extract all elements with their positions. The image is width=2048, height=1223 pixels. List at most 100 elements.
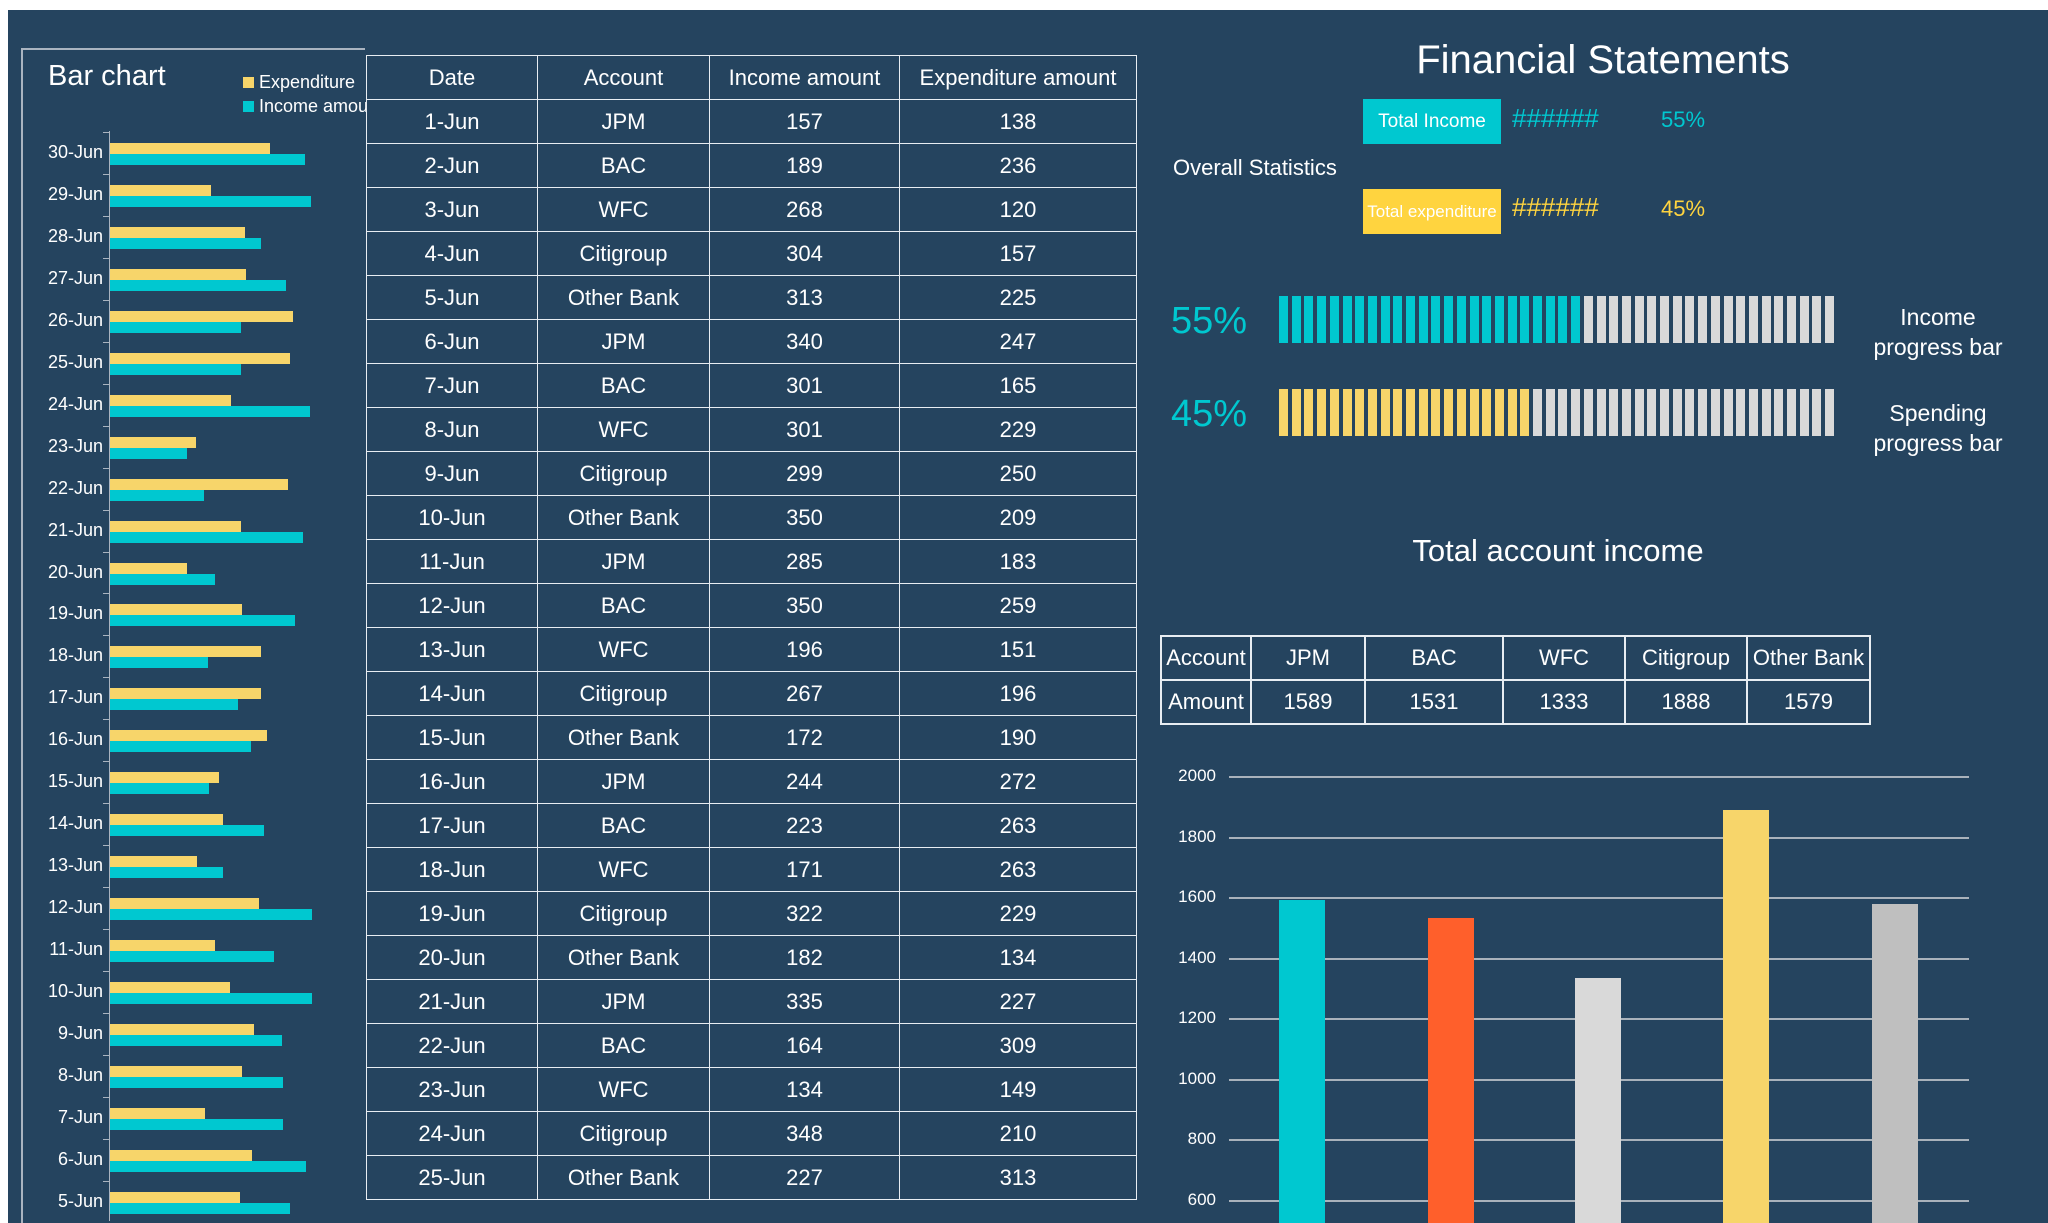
progress-segment [1406,389,1415,436]
col-income: Income amount [709,55,900,100]
progress-segment [1406,296,1415,343]
date-cell: 18-Jun [366,847,538,892]
progress-segment [1444,389,1454,436]
y-tick-label: 18-Jun [47,645,103,666]
bar-expenditure [110,478,288,490]
table-row: 21-Jun JPM 335 227 [366,979,1137,1024]
bar-income [110,783,210,795]
progress-segment [1431,389,1441,436]
progress-segment [1418,389,1428,436]
progress-segment [1469,389,1479,436]
y-axis-line [109,131,110,1221]
progress-segment [1761,296,1771,343]
bar-expenditure [110,352,291,364]
row-label: Account [1160,635,1252,681]
income-cell: 304 [709,231,900,276]
y-tick-label: 9-Jun [57,1022,103,1043]
account-cell: Other Bank [537,275,710,320]
progress-segment [1736,296,1746,343]
bar-income [110,1202,291,1214]
income-cell: 189 [709,143,900,188]
income-progress-pct: 55% [1171,300,1248,342]
y-tick-label: 30-Jun [47,142,103,162]
table-row: 23-Jun WFC 134 149 [366,1067,1137,1112]
y-tick-label: 19-Jun [47,603,103,624]
expenditure-cell: 263 [899,803,1137,848]
table-row: 13-Jun WFC 196 151 [366,627,1137,672]
progress-segment [1329,389,1339,436]
date-cell: 24-Jun [366,1111,538,1156]
date-cell: 3-Jun [366,187,538,232]
progress-segment [1393,296,1403,343]
progress-segment [1621,389,1631,436]
progress-segment [1710,389,1720,436]
table-row: 9-Jun Citigroup 299 250 [366,451,1137,496]
y-tick [103,887,109,889]
amount-row: Amount 1589 1531 1333 1888 1579 [1160,679,1871,725]
col-date: Date [366,55,538,100]
bar-income [110,993,312,1004]
progress-segment [1469,296,1479,343]
progress-segment [1672,296,1682,343]
gridline [1229,776,1969,778]
y-tick [103,467,109,469]
y-tick-label: 1200 [1178,1008,1216,1028]
income-cell: 267 [709,671,900,716]
date-cell: 13-Jun [366,627,538,672]
date-cell: 21-Jun [366,979,538,1024]
date-cell: 22-Jun [366,1023,538,1068]
progress-segment [1799,389,1809,436]
dashboard-sheet: Bar chart Expenditure Income amount 30-J… [8,10,2048,1223]
gridline [1229,957,1969,960]
bar-chart-title: Bar chart [48,60,166,92]
bar-income [110,867,223,879]
account-cell: Citigroup [537,451,710,496]
account-cell: Citigroup [1624,635,1748,681]
y-tick [103,132,109,133]
progress-segment [1304,389,1314,436]
income-cell: 301 [709,407,900,452]
account-cell: WFC [1502,635,1626,681]
y-tick-label: 25-Jun [47,351,103,372]
progress-segment [1355,389,1365,436]
bar-expenditure [110,646,262,658]
income-cell: 171 [709,847,900,892]
bar-income [110,1076,284,1088]
y-tick-label: 16-Jun [47,729,103,750]
table-row: 16-Jun JPM 244 272 [366,759,1137,804]
table-row: 20-Jun Other Bank 182 134 [366,935,1137,980]
y-tick [103,677,109,679]
progress-segment [1380,389,1390,436]
progress-segment [1367,389,1377,436]
bar-expenditure [110,856,197,868]
progress-segment [1609,296,1619,343]
income-cell: 350 [709,583,900,628]
expenditure-cell: 309 [899,1023,1137,1068]
progress-segment [1507,389,1517,436]
expenditure-cell: 210 [899,1111,1137,1156]
spending-progress-bar [1279,389,1839,436]
amount-cell: 1333 [1502,679,1626,725]
bar-income [110,279,287,291]
date-cell: 9-Jun [366,451,538,496]
table-row: 7-Jun BAC 301 165 [366,363,1137,408]
progress-segment [1571,296,1581,343]
bar-income [110,951,275,963]
progress-segment [1596,389,1606,436]
account-cell: WFC [537,627,710,672]
amount-cell: 1888 [1624,679,1748,725]
bar-expenditure [110,1149,253,1161]
y-tick-label: 12-Jun [47,897,103,918]
col-account: Account [537,55,710,100]
progress-segment [1698,296,1708,343]
expenditure-cell: 250 [899,451,1137,496]
progress-segment [1533,389,1542,436]
account-row: Account JPM BAC WFC Citigroup Other Bank [1160,635,1871,681]
label-line: Income [1900,304,1976,330]
label-line: Spending [1889,400,1987,426]
income-cell: 322 [709,891,900,936]
y-tick [103,551,109,553]
y-tick [103,1180,109,1182]
y-tick-label: 11-Jun [49,939,103,960]
progress-segment [1279,296,1288,343]
